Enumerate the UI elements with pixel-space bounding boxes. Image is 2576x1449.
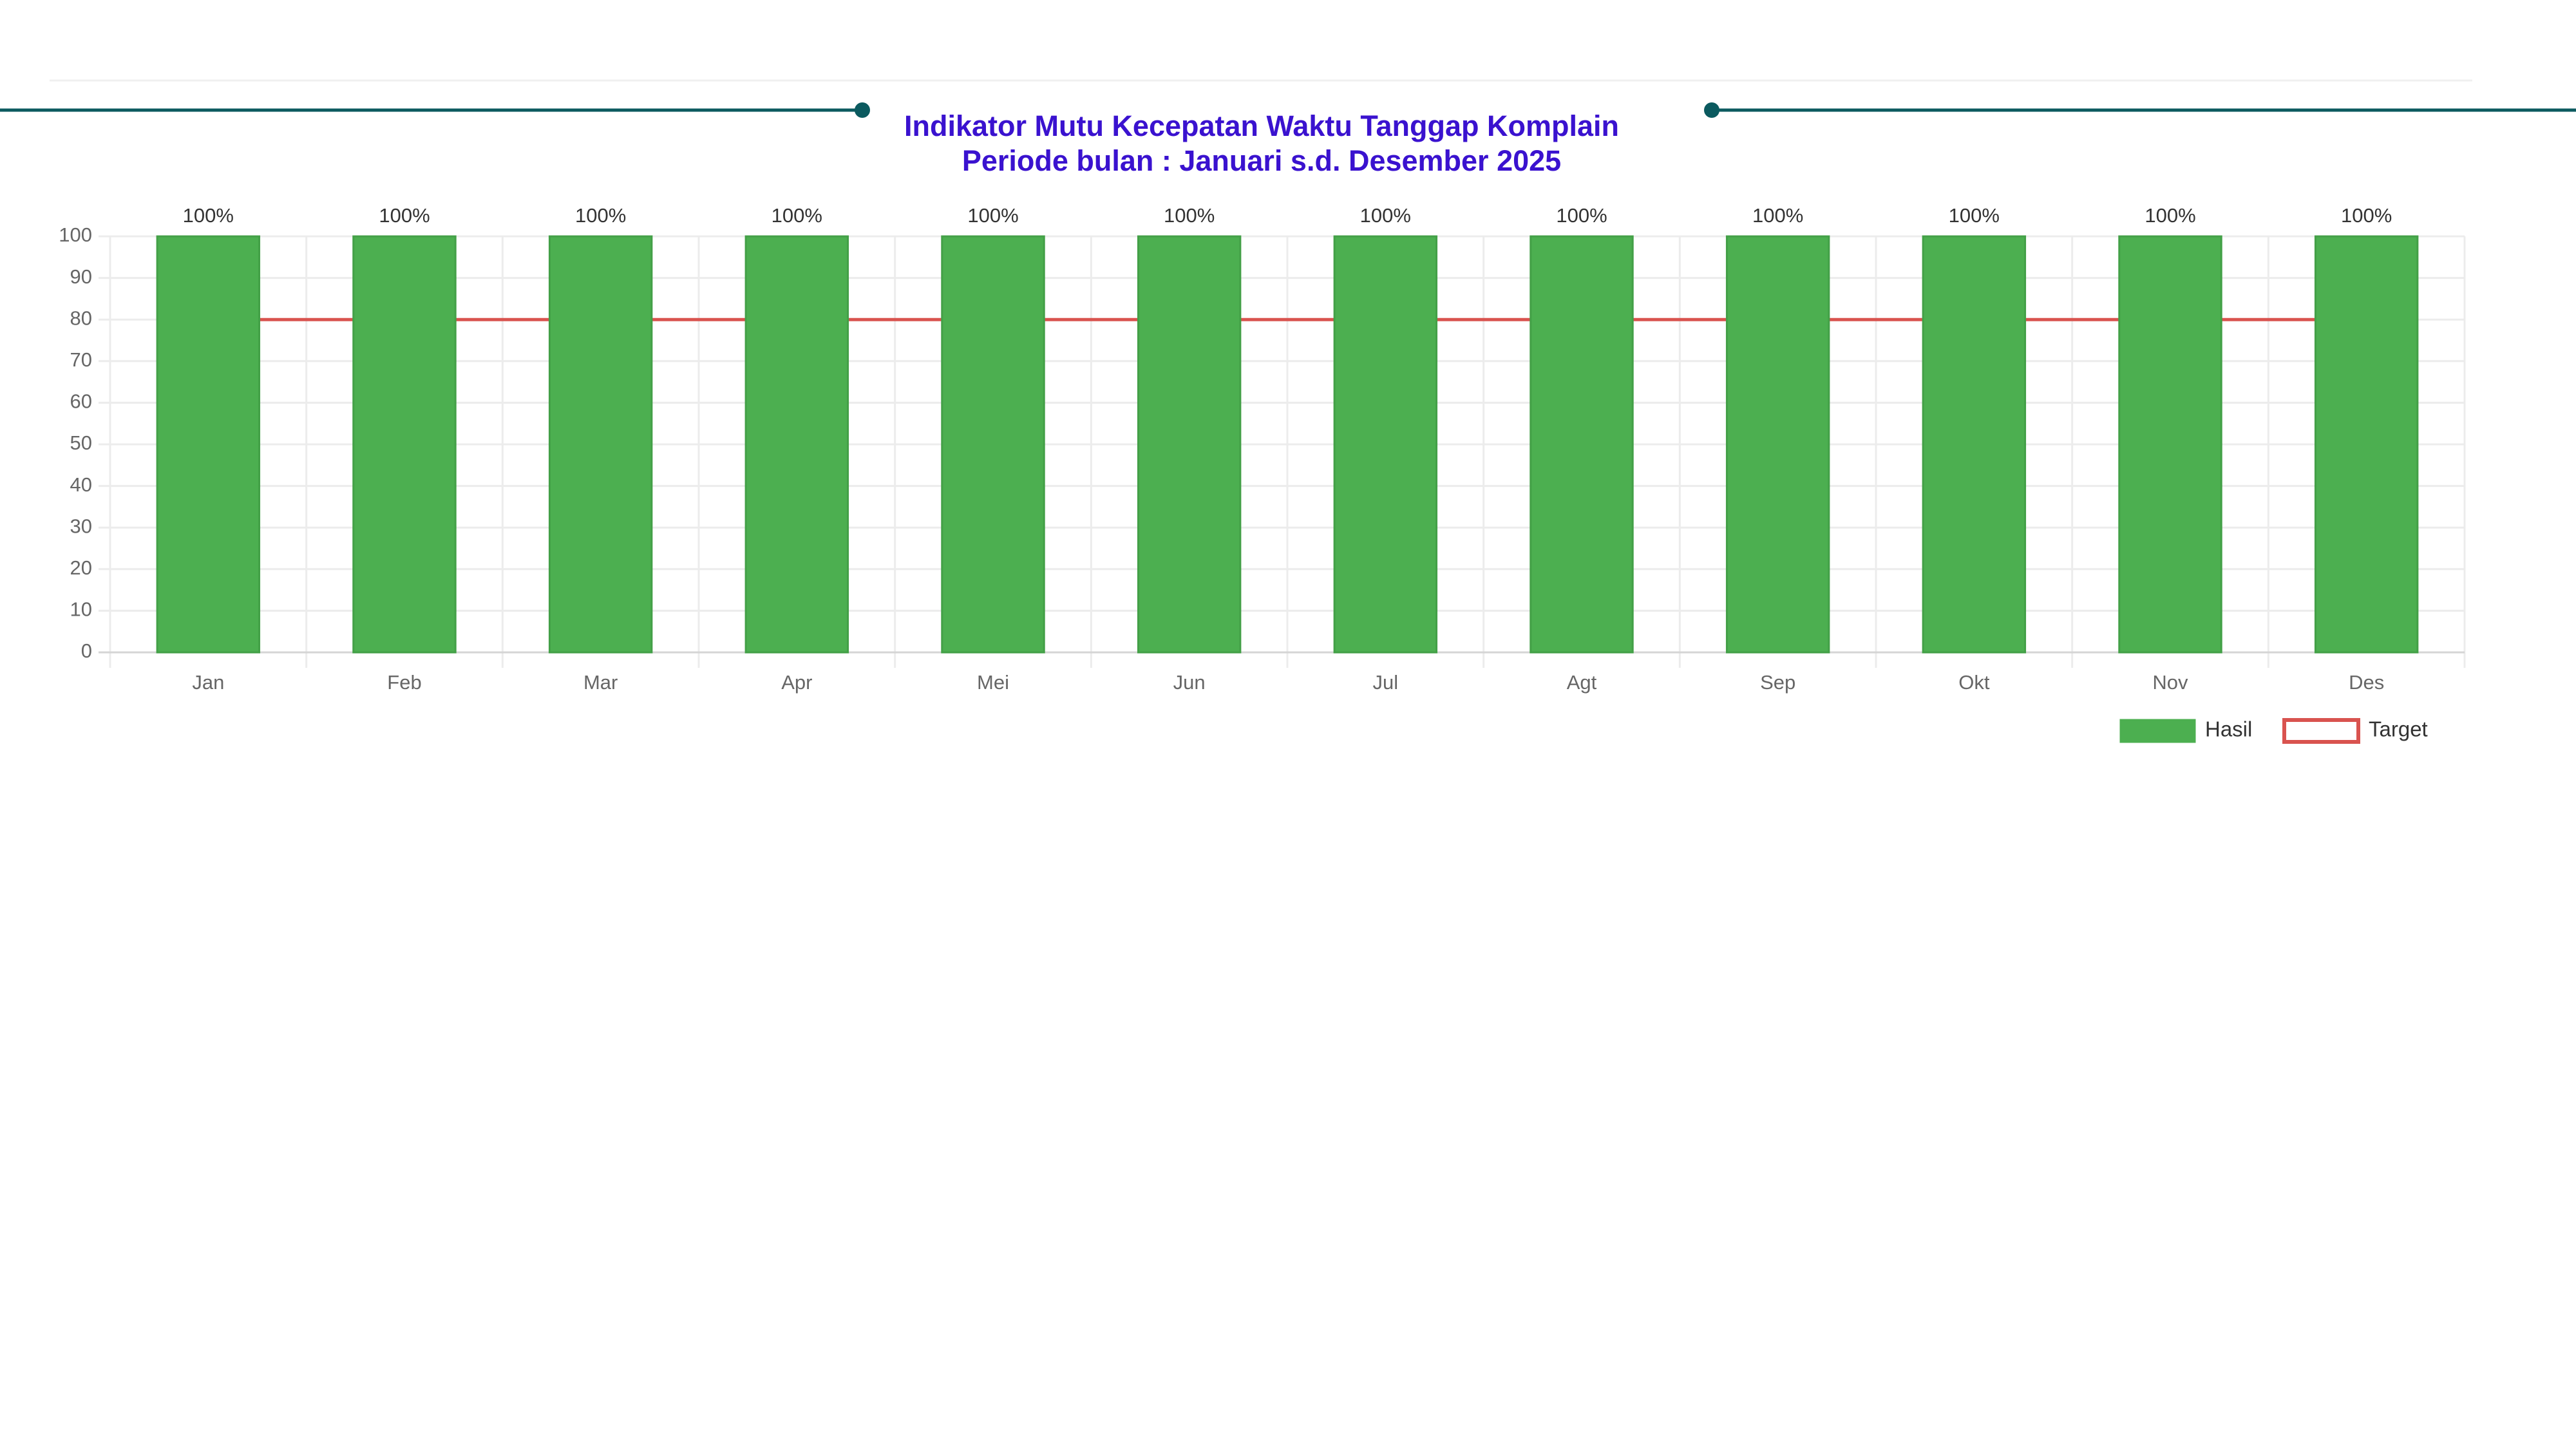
decor-dot (855, 102, 870, 118)
x-tick-label: Jul (1373, 671, 1399, 694)
bar (1922, 235, 2027, 654)
bar (548, 235, 653, 654)
bar (1725, 235, 1830, 654)
y-tick-label: 30 (70, 515, 92, 537)
value-label: 100% (2341, 204, 2392, 227)
y-tick-label: 0 (81, 639, 92, 662)
x-tick-label: Mei (977, 671, 1009, 694)
x-tick-label: Sep (1760, 671, 1795, 694)
y-tick-label: 100 (59, 223, 92, 246)
chart-subtitle: Periode bulan : Januari s.d. Desember 20… (962, 144, 1561, 177)
value-label: 100% (1360, 204, 1411, 227)
bar (156, 235, 261, 654)
y-tick-label: 90 (70, 265, 92, 288)
bar (1137, 235, 1242, 654)
value-label: 100% (772, 204, 822, 227)
bar (2314, 235, 2419, 654)
value-label: 100% (967, 204, 1018, 227)
y-tick-label: 70 (70, 348, 92, 371)
value-label: 100% (1556, 204, 1607, 227)
y-tick-label: 20 (70, 556, 92, 579)
x-tick-label: Mar (583, 671, 618, 694)
x-tick-label: Des (2349, 671, 2384, 694)
value-label: 100% (379, 204, 430, 227)
bar (1530, 235, 1634, 654)
bar (1333, 235, 1438, 654)
bar (744, 235, 849, 654)
value-label: 100% (1949, 204, 2000, 227)
value-label: 100% (183, 204, 234, 227)
x-tick-label: Nov (2152, 671, 2188, 694)
bar (941, 235, 1045, 654)
y-tick-label: 80 (70, 307, 92, 329)
bar (2118, 235, 2222, 654)
chart-title: Indikator Mutu Kecepatan Waktu Tanggap K… (904, 109, 1619, 142)
x-tick-label: Agt (1567, 671, 1597, 694)
value-label: 100% (2145, 204, 2195, 227)
x-tick-label: Jun (1173, 671, 1206, 694)
x-tick-label: Apr (781, 671, 812, 694)
bar (352, 235, 457, 654)
value-label: 100% (1164, 204, 1215, 227)
legend-swatch (2119, 719, 2196, 743)
y-tick-label: 10 (70, 598, 92, 621)
value-label: 100% (1752, 204, 1803, 227)
value-label: 100% (575, 204, 626, 227)
y-tick-label: 40 (70, 473, 92, 496)
y-tick-label: 60 (70, 390, 92, 413)
y-tick-label: 50 (70, 431, 92, 454)
legend-label: Target (2369, 717, 2428, 741)
x-tick-label: Feb (387, 671, 421, 694)
legend-label: Hasil (2205, 717, 2252, 741)
x-tick-label: Okt (1958, 671, 1990, 694)
legend-swatch (2282, 718, 2360, 744)
decor-dot (1704, 102, 1719, 118)
x-tick-label: Jan (192, 671, 224, 694)
